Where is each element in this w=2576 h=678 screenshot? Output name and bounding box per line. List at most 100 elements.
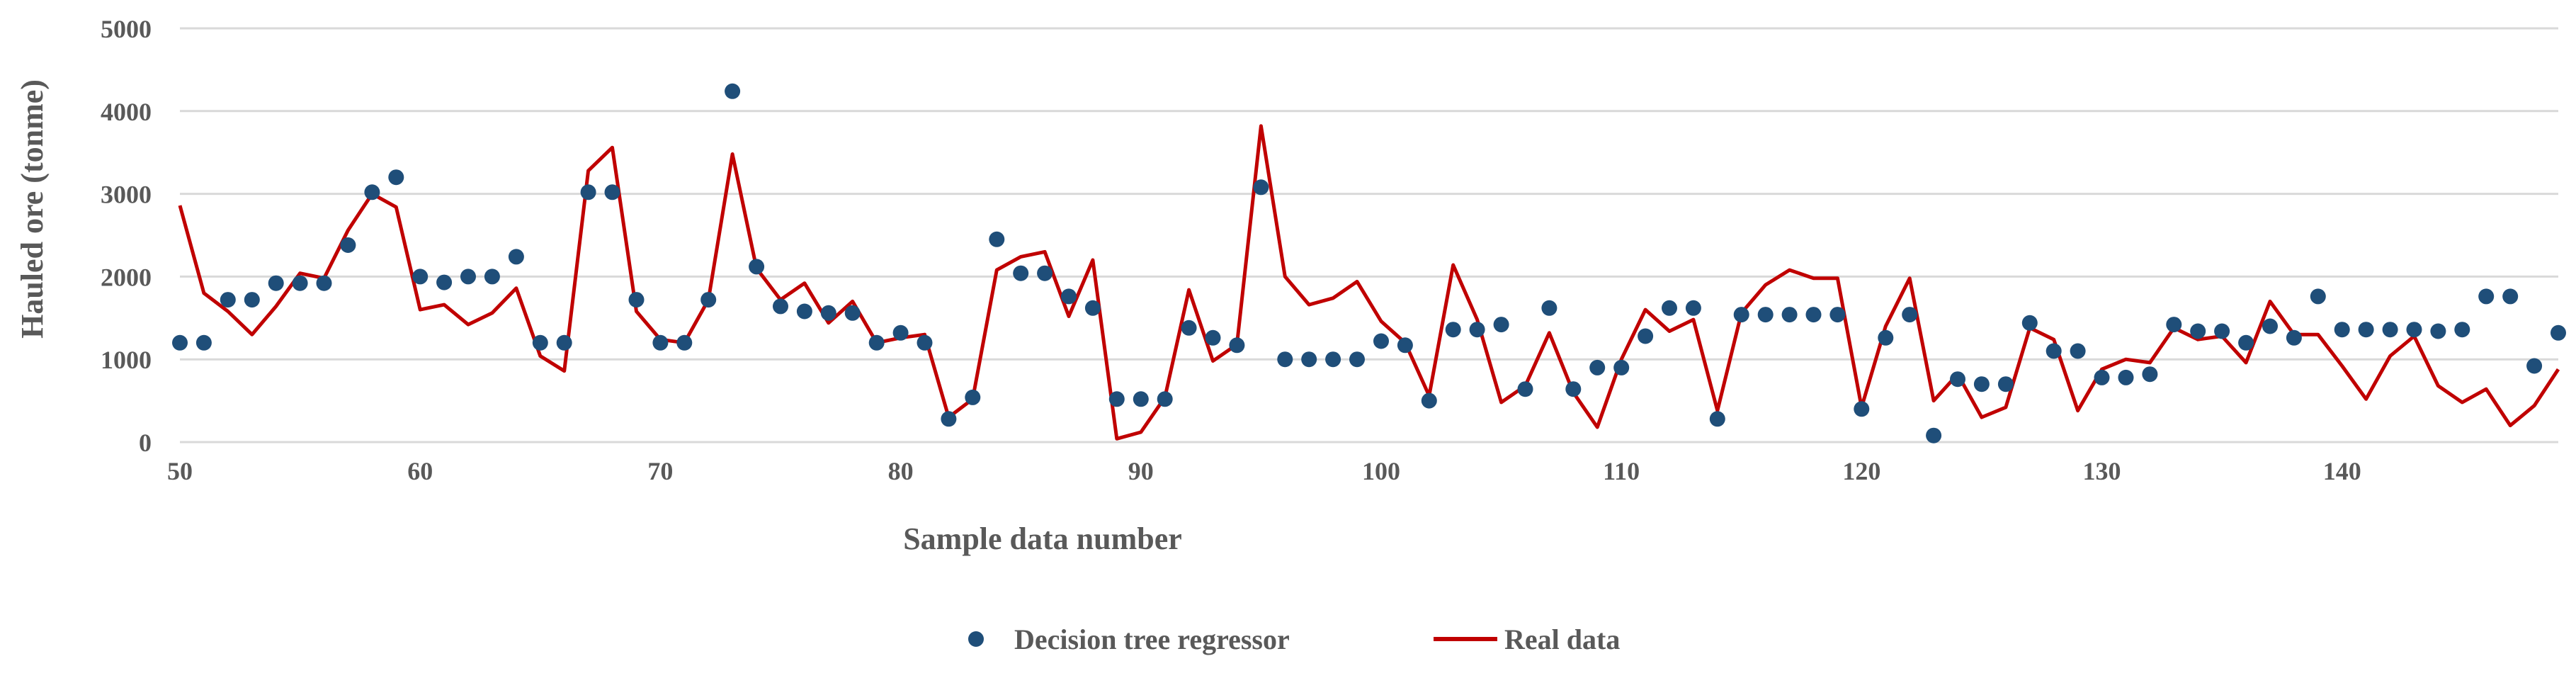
decision-tree-point: [1037, 265, 1053, 281]
legend-scatter-label: Decision tree regressor: [1014, 623, 1290, 655]
decision-tree-point: [1926, 427, 1942, 443]
decision-tree-point: [2334, 322, 2350, 338]
decision-tree-point: [1469, 322, 1485, 338]
decision-tree-point: [1301, 351, 1317, 368]
decision-tree-point: [2262, 318, 2278, 334]
decision-tree-point: [1685, 300, 1701, 316]
y-tick-label: 1000: [101, 346, 152, 374]
y-axis-title: Hauled ore (tonme): [15, 79, 50, 339]
decision-tree-point: [1997, 376, 2014, 392]
decision-tree-point: [1253, 179, 1269, 196]
decision-tree-point: [989, 231, 1005, 247]
decision-tree-point: [1421, 392, 1437, 409]
decision-tree-point: [2310, 288, 2326, 305]
decision-tree-point: [820, 305, 836, 321]
x-tick-label: 130: [2083, 457, 2121, 485]
decision-tree-point: [1973, 376, 1990, 392]
decision-tree-point: [364, 184, 380, 200]
x-tick-label: 110: [1603, 457, 1640, 485]
decision-tree-point: [725, 83, 741, 99]
real-data-series: [178, 124, 2560, 441]
decision-tree-point: [2478, 288, 2495, 305]
decision-tree-point: [1733, 307, 1749, 323]
decision-tree-point: [1517, 381, 1533, 397]
decision-tree-point: [2406, 322, 2422, 338]
decision-tree-point: [2526, 358, 2543, 374]
decision-tree-point: [844, 305, 861, 321]
decision-tree-point: [604, 184, 620, 200]
y-tick-label: 3000: [101, 181, 152, 209]
decision-tree-point: [1157, 391, 1173, 407]
decision-tree-point: [1829, 307, 1846, 323]
decision-tree-point: [1950, 371, 1965, 388]
x-tick-label: 140: [2323, 457, 2361, 485]
decision-tree-point: [2046, 343, 2062, 359]
decision-tree-point: [1397, 337, 1413, 354]
legend-line-label: Real data: [1504, 623, 1620, 655]
x-tick-label: 80: [888, 457, 914, 485]
decision-tree-point: [436, 274, 453, 290]
decision-tree-point: [2118, 369, 2134, 385]
decision-tree-point: [2454, 322, 2470, 338]
decision-tree-point: [2190, 323, 2206, 339]
decision-tree-point: [460, 269, 476, 285]
decision-tree-point: [1108, 391, 1125, 407]
decision-tree-point: [580, 184, 596, 200]
decision-tree-point: [1349, 351, 1365, 368]
decision-tree-point: [941, 411, 957, 427]
decision-tree-point: [2430, 323, 2446, 339]
legend: Decision tree regressor Real data: [968, 623, 1620, 655]
decision-tree-point: [484, 269, 500, 285]
decision-tree-point: [292, 275, 308, 291]
decision-tree-point: [1589, 359, 1606, 375]
decision-tree-point: [508, 249, 524, 265]
decision-tree-point: [1902, 307, 1918, 323]
decision-tree-point: [773, 298, 788, 315]
decision-tree-point: [965, 389, 981, 405]
decision-tree-point: [1133, 391, 1149, 407]
decision-tree-point: [1781, 307, 1798, 323]
decision-tree-point: [1084, 300, 1101, 316]
decision-tree-point: [340, 237, 356, 253]
decision-tree-point: [1805, 307, 1822, 323]
decision-tree-point: [195, 334, 212, 351]
decision-tree-point: [676, 334, 693, 351]
decision-tree-point: [2021, 315, 2038, 331]
decision-tree-point: [1445, 322, 1461, 338]
decision-tree-point: [1854, 401, 1870, 417]
decision-tree-point: [1613, 359, 1630, 375]
decision-tree-point: [2142, 366, 2158, 383]
decision-tree-point: [628, 292, 645, 308]
decision-tree-point: [220, 292, 236, 308]
decision-tree-point: [412, 269, 429, 285]
y-tick-label: 4000: [101, 98, 152, 126]
x-tick-label: 120: [1842, 457, 1880, 485]
decision-tree-point: [892, 324, 909, 341]
decision-tree-point: [1493, 317, 1509, 333]
x-tick-label: 90: [1128, 457, 1154, 485]
decision-tree-point: [532, 334, 548, 351]
y-tick-labels: 0 1000 2000 3000 4000 5000: [101, 15, 152, 457]
decision-tree-point: [268, 275, 284, 291]
decision-tree-point: [2238, 334, 2254, 351]
decision-tree-point: [2286, 329, 2302, 346]
decision-tree-point: [2070, 343, 2086, 359]
decision-tree-point: [172, 334, 188, 351]
y-tick-label: 5000: [101, 15, 152, 43]
decision-tree-point: [1229, 337, 1245, 354]
decision-tree-point: [1709, 411, 1725, 427]
decision-tree-point: [1013, 265, 1029, 281]
decision-tree-point: [2551, 324, 2566, 341]
decision-tree-point: [700, 292, 717, 308]
decision-tree-point: [1565, 381, 1582, 397]
decision-tree-point: [1325, 351, 1341, 368]
decision-tree-point: [1181, 320, 1197, 336]
decision-tree-series: [172, 83, 2566, 443]
x-tick-labels: 50 60 70 80 90 100 110 120 130 140: [167, 457, 2361, 485]
y-tick-label: 2000: [101, 263, 152, 291]
decision-tree-point: [2502, 288, 2519, 305]
decision-tree-point: [1757, 307, 1774, 323]
decision-tree-point: [2166, 317, 2182, 333]
decision-tree-point: [1277, 351, 1293, 368]
